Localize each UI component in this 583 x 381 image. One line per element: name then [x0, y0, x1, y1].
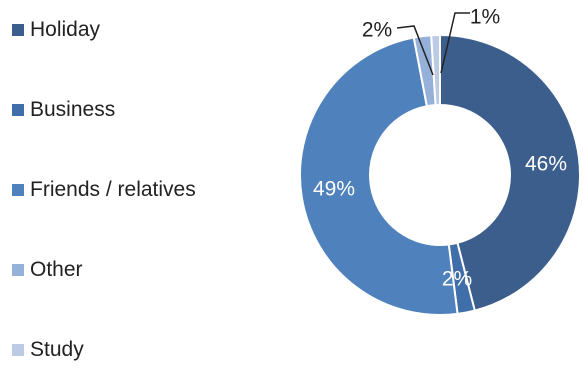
legend-label: Holiday	[30, 18, 101, 41]
legend-swatch	[12, 104, 24, 116]
legend-item: Friends / relatives	[12, 177, 196, 203]
legend-item: Holiday	[12, 17, 100, 43]
legend-swatch	[12, 24, 24, 36]
legend-label: Friends / relatives	[30, 178, 196, 201]
chart-legend: Holiday Business Friends / relatives Other S…	[0, 0, 260, 381]
legend-swatch	[12, 184, 24, 196]
donut-slice	[430, 33, 441, 107]
data-label: 1%	[470, 6, 500, 29]
legend-item: Business	[12, 97, 115, 123]
data-label: 46%	[525, 153, 567, 176]
legend-label: Other	[30, 258, 83, 281]
data-label: 2%	[362, 19, 392, 42]
legend-label: Study	[30, 338, 84, 361]
data-label: 49%	[313, 178, 355, 201]
legend-label: Business	[30, 98, 116, 121]
legend-swatch	[12, 264, 24, 276]
donut-slice	[439, 33, 581, 312]
legend-item: Study	[12, 337, 84, 363]
data-label: 2%	[442, 268, 472, 291]
legend-swatch	[12, 344, 24, 356]
leader-line	[396, 25, 434, 76]
donut-slice	[299, 36, 459, 316]
leader-line	[440, 12, 470, 74]
legend-item: Other	[12, 257, 83, 283]
